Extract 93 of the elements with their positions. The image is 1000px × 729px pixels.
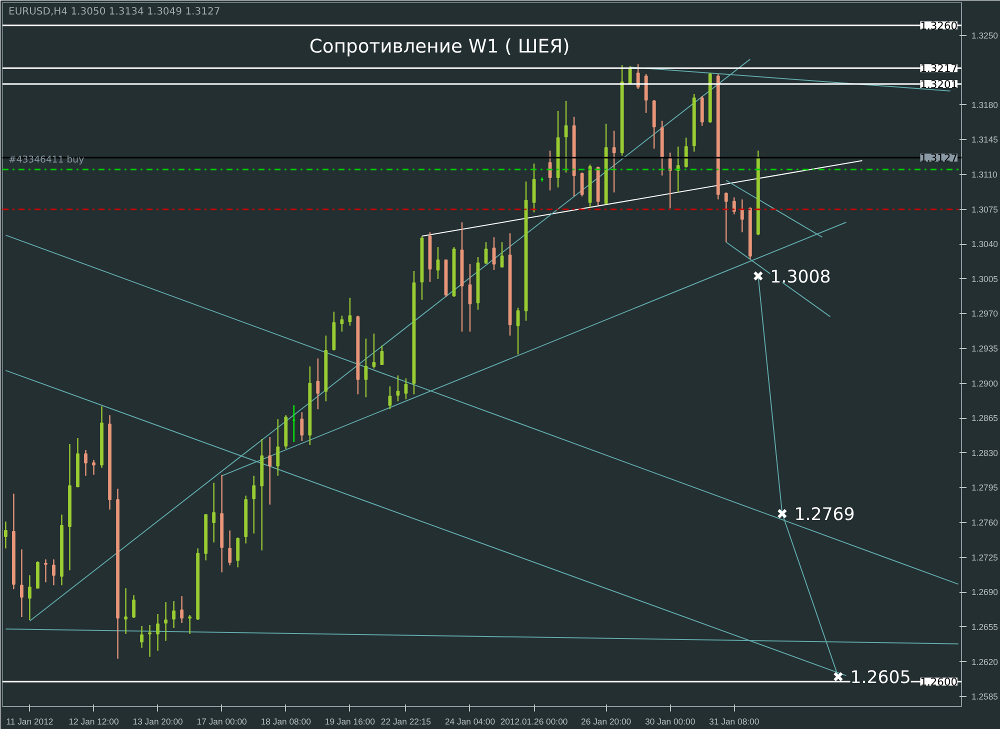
y-tick-label: 1.3180 bbox=[972, 100, 998, 110]
data-label: 1.2605 bbox=[850, 668, 911, 688]
y-tick-label: 1.2970 bbox=[972, 308, 998, 319]
candlestick bbox=[156, 613, 160, 652]
x-tick-label: 2012.01.26 00:00 bbox=[500, 716, 568, 726]
x-tick-label: 30 Jan 00:00 bbox=[645, 716, 696, 726]
candlestick bbox=[644, 73, 648, 114]
candlestick bbox=[316, 358, 320, 410]
candlestick bbox=[212, 482, 216, 544]
candlestick bbox=[740, 198, 744, 233]
y-tick-label: 1.2585 bbox=[972, 692, 998, 702]
y-tick-label: 1.2900 bbox=[972, 378, 998, 388]
candlestick bbox=[188, 614, 192, 635]
candlestick bbox=[124, 588, 128, 635]
x-tick-label: 11 Jan 2012 bbox=[6, 716, 54, 726]
data-label: 1.2769 bbox=[794, 505, 855, 526]
candlestick bbox=[228, 530, 232, 566]
y-tick-label: 1.2760 bbox=[972, 518, 998, 528]
point bbox=[753, 270, 764, 281]
candlestick bbox=[140, 625, 144, 648]
y-tick-label: 1.3145 bbox=[972, 134, 998, 145]
candlestick bbox=[132, 594, 136, 619]
data-label: 1.3008 bbox=[770, 267, 831, 288]
point bbox=[777, 508, 788, 519]
candlestick bbox=[436, 246, 440, 280]
candlestick bbox=[628, 66, 632, 85]
x-tick-label: 19 Jan 16:00 bbox=[324, 716, 376, 726]
ref-line-label: 1.3260 bbox=[920, 19, 958, 32]
ref-line-label: 1.2600 bbox=[920, 676, 958, 689]
ref-line-label: 1.3127 bbox=[920, 152, 958, 165]
candlestick bbox=[276, 418, 280, 476]
candlestick bbox=[580, 172, 584, 197]
annotation: Сопротивление W1 ( ШЕЯ) bbox=[309, 36, 570, 58]
y-tick-label: 1.3005 bbox=[972, 274, 998, 284]
y-tick-label: 1.3110 bbox=[972, 170, 998, 180]
candlestick bbox=[28, 574, 32, 621]
candlestick bbox=[732, 196, 736, 215]
candlestick bbox=[44, 558, 48, 583]
candlestick bbox=[684, 137, 688, 168]
ref-line-label: 1.3217 bbox=[920, 62, 958, 76]
candlestick bbox=[388, 386, 392, 410]
candlestick bbox=[612, 130, 616, 194]
candlestick bbox=[148, 624, 152, 658]
y-tick-label: 1.2830 bbox=[972, 448, 998, 458]
y-tick-label: 1.2725 bbox=[972, 552, 998, 562]
candlestick bbox=[180, 596, 184, 624]
candlestick bbox=[236, 536, 240, 568]
x-tick-label: 31 Jan 08:00 bbox=[709, 716, 760, 726]
candlestick bbox=[84, 449, 88, 476]
ref-line-label: 1.3201 bbox=[920, 78, 958, 92]
candlestick bbox=[532, 162, 536, 213]
y-tick-label: 1.2620 bbox=[972, 656, 998, 667]
point bbox=[833, 672, 844, 682]
candlestick bbox=[380, 344, 384, 366]
x-tick-label: 24 Jan 04:00 bbox=[444, 716, 496, 726]
candlestick bbox=[252, 475, 256, 534]
candlestick bbox=[364, 338, 368, 398]
candlestick bbox=[20, 548, 24, 618]
candlestick bbox=[492, 236, 496, 271]
candlestick bbox=[164, 601, 168, 642]
x-tick-label: 22 Jan 22:15 bbox=[380, 716, 432, 726]
candlestick bbox=[636, 64, 640, 90]
candlestick bbox=[484, 242, 488, 265]
x-tick-label: 26 Jan 20:00 bbox=[581, 716, 632, 726]
x-tick-label: 18 Jan 08:00 bbox=[260, 716, 312, 726]
candlestick bbox=[372, 333, 376, 370]
y-tick-label: 1.3250 bbox=[972, 30, 998, 40]
candlestick bbox=[500, 242, 504, 268]
y-tick-label: 1.2690 bbox=[972, 587, 998, 598]
candlestick bbox=[172, 600, 176, 629]
candlestick bbox=[564, 100, 568, 174]
candlestick bbox=[700, 95, 704, 126]
x-tick-label: 13 Jan 20:00 bbox=[132, 716, 184, 726]
chart-title: EURUSD,H4 1.3050 1.3134 1.3049 1.3127 bbox=[8, 6, 220, 18]
candlestick bbox=[4, 520, 8, 549]
candlestick bbox=[724, 192, 728, 243]
candlestick bbox=[396, 374, 400, 402]
candlestick bbox=[300, 412, 304, 442]
candlestick bbox=[340, 315, 344, 332]
candlestick bbox=[404, 378, 408, 400]
x-tick-label: 17 Jan 00:00 bbox=[196, 716, 248, 726]
y-tick-label: 1.3040 bbox=[972, 239, 998, 250]
candlestick bbox=[92, 459, 96, 476]
y-tick-label: 1.2655 bbox=[972, 622, 998, 632]
x-tick-label: 12 Jan 12:00 bbox=[68, 716, 119, 726]
candlestick bbox=[52, 558, 56, 586]
y-tick-label: 1.2865 bbox=[972, 413, 998, 424]
y-tick-label: 1.2935 bbox=[972, 344, 998, 354]
y-tick-label: 1.2795 bbox=[972, 482, 998, 493]
y-tick-label: 1.3075 bbox=[972, 204, 998, 214]
candlestick bbox=[268, 436, 272, 506]
candlestick bbox=[348, 297, 352, 326]
ref-line-label: #43346411 buy bbox=[8, 154, 85, 166]
